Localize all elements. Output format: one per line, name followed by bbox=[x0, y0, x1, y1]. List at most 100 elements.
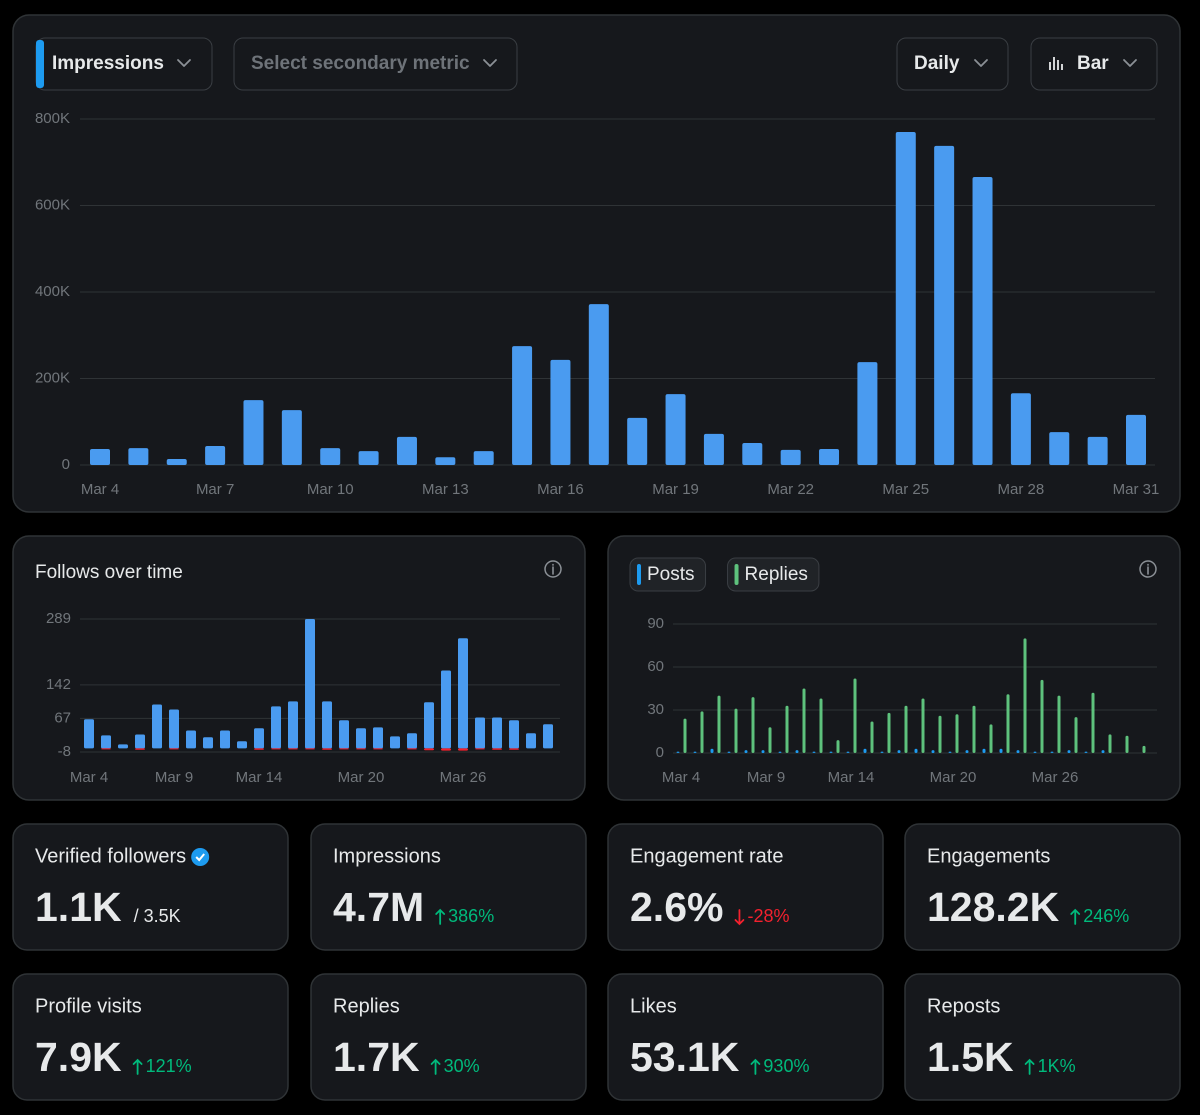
interval-button[interactable]: Daily bbox=[896, 37, 1009, 91]
chart-style-button[interactable]: Bar bbox=[1030, 37, 1158, 91]
bar bbox=[710, 748, 714, 753]
bar bbox=[84, 719, 94, 749]
bar bbox=[526, 733, 536, 749]
bar bbox=[135, 748, 145, 750]
secondary-metric-button[interactable]: Select secondary metric bbox=[233, 37, 518, 91]
info-icon[interactable] bbox=[544, 560, 562, 578]
bar bbox=[895, 131, 916, 465]
activity-panel bbox=[607, 535, 1181, 801]
legend-chip[interactable] bbox=[629, 557, 707, 592]
x-tick-label: Mar 31 bbox=[1113, 481, 1160, 498]
bar bbox=[904, 705, 908, 753]
bar bbox=[390, 736, 400, 749]
bar bbox=[1087, 436, 1108, 465]
bar bbox=[965, 750, 969, 753]
y-tick-label: 142 bbox=[46, 676, 71, 693]
legend-swatch bbox=[637, 564, 641, 585]
bar bbox=[169, 709, 179, 749]
bar bbox=[512, 346, 533, 465]
verified-badge bbox=[191, 848, 210, 866]
chart-title: Follows over time bbox=[35, 562, 183, 583]
bar bbox=[203, 737, 213, 749]
button-label: Select secondary metric bbox=[251, 53, 470, 74]
bar bbox=[339, 748, 349, 750]
stat-card bbox=[607, 823, 884, 951]
x-tick-label: Mar 9 bbox=[747, 769, 785, 786]
legend-chip[interactable] bbox=[727, 557, 820, 592]
bar bbox=[627, 417, 648, 465]
stat-label: Impressions bbox=[333, 845, 441, 867]
bar bbox=[509, 720, 519, 749]
x-tick-label: Mar 22 bbox=[767, 481, 814, 498]
stat-value: 2.6% bbox=[630, 884, 723, 930]
button-frame bbox=[896, 37, 1009, 91]
legend-label: Replies bbox=[745, 564, 808, 585]
bar-icon bbox=[1049, 57, 1063, 70]
bar bbox=[802, 688, 806, 753]
bar bbox=[475, 748, 485, 750]
x-tick-label: Mar 10 bbox=[307, 481, 354, 498]
bar bbox=[101, 735, 111, 749]
x-tick-label: Mar 7 bbox=[196, 481, 234, 498]
bar bbox=[1049, 432, 1070, 465]
bar bbox=[128, 448, 149, 465]
bar bbox=[458, 748, 468, 751]
info-icon[interactable] bbox=[1139, 560, 1157, 578]
bar bbox=[281, 410, 302, 465]
bar bbox=[305, 619, 315, 749]
bar bbox=[373, 727, 383, 749]
bar bbox=[550, 359, 571, 465]
stat-card bbox=[904, 973, 1181, 1101]
y-tick-label: 60 bbox=[647, 658, 664, 675]
bar bbox=[356, 748, 366, 750]
change-arrow bbox=[1070, 908, 1081, 925]
bar bbox=[358, 451, 379, 465]
stat-change: -28% bbox=[747, 906, 789, 926]
bar bbox=[819, 698, 823, 753]
bar bbox=[734, 708, 738, 753]
x-tick-label: Mar 20 bbox=[930, 769, 977, 786]
bar bbox=[509, 748, 519, 750]
bar bbox=[751, 697, 755, 753]
stat-label: Reposts bbox=[927, 995, 1000, 1017]
bar bbox=[101, 748, 111, 750]
bar bbox=[914, 748, 918, 753]
stat-change: 246% bbox=[1083, 906, 1129, 926]
stat-card bbox=[904, 823, 1181, 951]
primary-metric-button[interactable]: Impressions bbox=[35, 37, 213, 91]
bar bbox=[870, 721, 874, 753]
button-label: Bar bbox=[1077, 53, 1109, 74]
x-tick-label: Mar 14 bbox=[828, 769, 875, 786]
bar bbox=[1101, 750, 1105, 753]
bar bbox=[717, 695, 721, 753]
x-tick-label: Mar 26 bbox=[1032, 769, 1079, 786]
stat-change: 30% bbox=[444, 1056, 480, 1076]
chevron bbox=[177, 59, 191, 67]
bar bbox=[700, 711, 704, 753]
bar bbox=[441, 670, 451, 749]
bar bbox=[829, 751, 833, 753]
bar bbox=[1091, 692, 1095, 753]
x-tick-label: Mar 13 bbox=[422, 481, 469, 498]
bar bbox=[322, 701, 332, 749]
y-tick-label: 90 bbox=[647, 615, 664, 632]
stat-label: Replies bbox=[333, 995, 400, 1017]
bar bbox=[768, 727, 772, 753]
bar bbox=[742, 442, 763, 465]
bar bbox=[1023, 638, 1027, 753]
stat-card bbox=[12, 973, 289, 1101]
bar bbox=[744, 750, 748, 753]
x-tick-label: Mar 28 bbox=[998, 481, 1045, 498]
bar bbox=[676, 751, 680, 753]
bar bbox=[938, 715, 942, 753]
bar bbox=[543, 724, 553, 749]
bar bbox=[1067, 750, 1071, 753]
bar bbox=[931, 750, 935, 753]
bar bbox=[118, 744, 128, 749]
change-arrow bbox=[435, 908, 446, 925]
info-ring bbox=[544, 560, 562, 578]
bar bbox=[135, 734, 145, 749]
bar bbox=[205, 445, 226, 465]
bar bbox=[972, 176, 993, 465]
